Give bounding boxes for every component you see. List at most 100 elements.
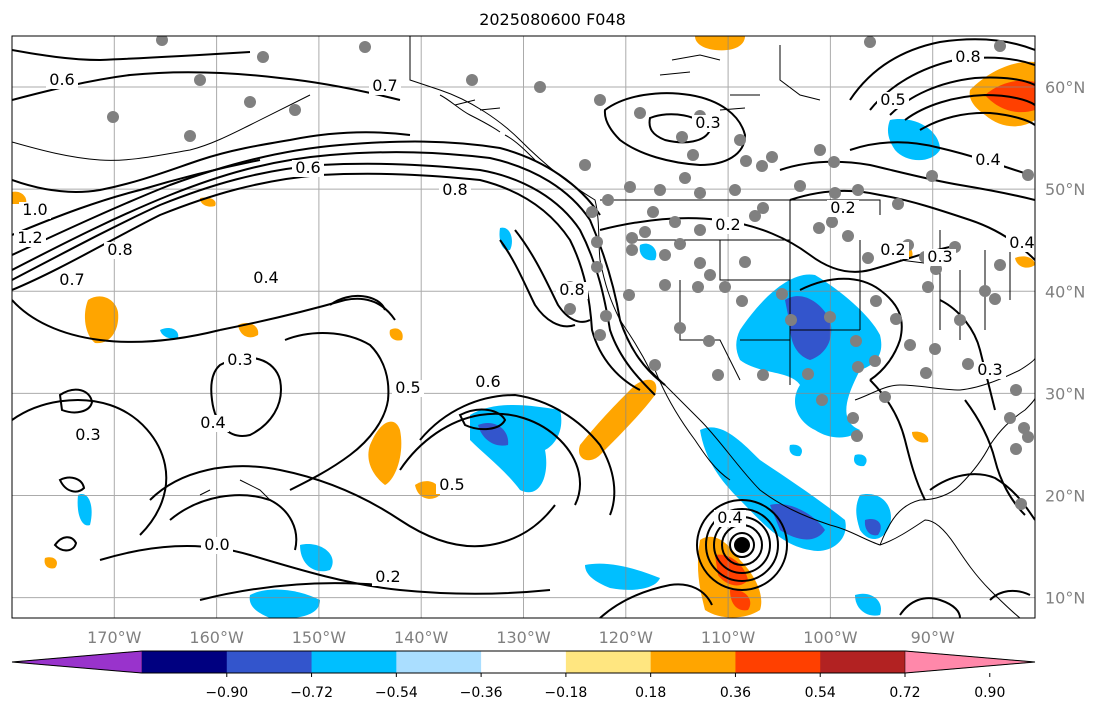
station-dot: [687, 149, 699, 161]
contour-label: 0.3: [927, 247, 952, 266]
station-dot: [634, 107, 646, 119]
lat-tick-label: 40°N: [1045, 282, 1085, 301]
station-dot: [922, 281, 934, 293]
contour-label-bg: [952, 49, 984, 66]
station-dot: [289, 104, 301, 116]
contour-label-bg: [827, 200, 859, 217]
contour-label-bg: [19, 202, 51, 219]
contour-label-bg: [692, 115, 724, 132]
station-dot: [852, 184, 864, 196]
contour-label: 0.8: [107, 240, 132, 259]
station-dot: [564, 303, 576, 315]
station-dot: [816, 394, 828, 406]
contour-label-bg: [472, 374, 504, 391]
lon-tick-label: 130°W: [496, 628, 551, 647]
station-dot: [626, 232, 638, 244]
station-dot: [864, 36, 876, 48]
contour-label: 0.5: [880, 90, 905, 109]
contour-label: 0.8: [442, 180, 467, 199]
station-dot: [904, 339, 916, 351]
station-dot: [624, 181, 636, 193]
colorbar-tick-label: 0.90: [974, 685, 1005, 701]
contour-label: 0.6: [475, 372, 500, 391]
station-dot: [591, 236, 603, 248]
contour-label-bg: [436, 477, 468, 494]
colorbar-tick-label: −0.72: [290, 685, 333, 701]
lon-tick-label: 170°W: [87, 628, 142, 647]
station-dot: [920, 367, 932, 379]
contour-label-bg: [250, 270, 282, 287]
station-dot: [591, 261, 603, 273]
station-dot: [847, 412, 859, 424]
contour-label-bg: [197, 415, 229, 432]
station-dot: [659, 249, 671, 261]
station-dot: [794, 180, 806, 192]
contour-label: 0.5: [395, 378, 420, 397]
colorbar-segment: [226, 651, 313, 673]
contour-label-bg: [972, 152, 1004, 169]
station-dot: [602, 194, 614, 206]
station-dot: [704, 269, 716, 281]
station-dot: [694, 224, 706, 236]
station-dot: [729, 184, 741, 196]
cyclone-center-marker: [734, 537, 750, 553]
lon-tick-label: 100°W: [803, 628, 858, 647]
contour-label: 0.3: [695, 113, 720, 132]
station-dot: [802, 368, 814, 380]
contour-label-bg: [392, 380, 424, 397]
contour-label-bg: [224, 352, 256, 369]
contour-label-bg: [292, 160, 324, 177]
station-dot: [466, 74, 478, 86]
station-dot: [674, 238, 686, 250]
contour-label-bg: [46, 72, 78, 89]
station-dot: [679, 172, 691, 184]
station-dot: [694, 187, 706, 199]
colorbar-extend-low: [11, 650, 143, 674]
station-dot: [757, 369, 769, 381]
station-dot: [669, 216, 681, 228]
lat-tick-label: 20°N: [1045, 486, 1085, 505]
colorbar-segment: [396, 651, 482, 673]
station-dot: [890, 313, 902, 325]
colorbar-segment: [735, 651, 821, 673]
station-dot: [676, 131, 688, 143]
colorbar-tick-label: 0.54: [805, 685, 836, 701]
contour-lines: [12, 38, 1035, 618]
contour-label: 0.2: [715, 215, 740, 234]
colorbar: [11, 650, 1036, 674]
contour-label-bg: [104, 242, 136, 259]
lon-tick-label: 140°W: [394, 628, 449, 647]
contour-label-bg: [56, 272, 88, 289]
station-dot: [649, 359, 661, 371]
station-dot: [989, 293, 1001, 305]
station-dot: [785, 314, 797, 326]
station-dot: [739, 256, 751, 268]
contour-label-bg: [974, 362, 1006, 379]
station-dot: [994, 40, 1006, 52]
contour-label-group: 0.6 0.7 0.6 0.8 1.0 1.2 0.8 0.7 0.4 0.3 0.4 0.3 0.5 0…: [14, 47, 1035, 586]
lat-tick-label: 30°N: [1045, 384, 1085, 403]
colorbar-extend-high: [904, 650, 1036, 674]
contour-label-bg: [924, 249, 956, 266]
station-dot: [184, 130, 196, 142]
station-dot: [623, 289, 635, 301]
station-dot: [879, 391, 891, 403]
station-dot: [749, 210, 761, 222]
contour-label-bg: [712, 217, 744, 234]
station-dot: [586, 206, 598, 218]
lon-tick-label: 90°W: [911, 628, 955, 647]
station-dot: [829, 187, 841, 199]
station-dot: [926, 170, 938, 182]
station-dot: [534, 81, 546, 93]
station-dot: [703, 335, 715, 347]
station-dot: [1010, 443, 1022, 455]
station-dot: [954, 314, 966, 326]
contour-label: 0.4: [200, 413, 225, 432]
station-dot: [862, 252, 874, 264]
station-dot: [776, 288, 788, 300]
lat-tick-label: 50°N: [1045, 180, 1085, 199]
contour-label: 0.3: [75, 425, 100, 444]
contour-label-bg: [372, 569, 404, 586]
contour-label: 0.4: [1009, 233, 1034, 252]
